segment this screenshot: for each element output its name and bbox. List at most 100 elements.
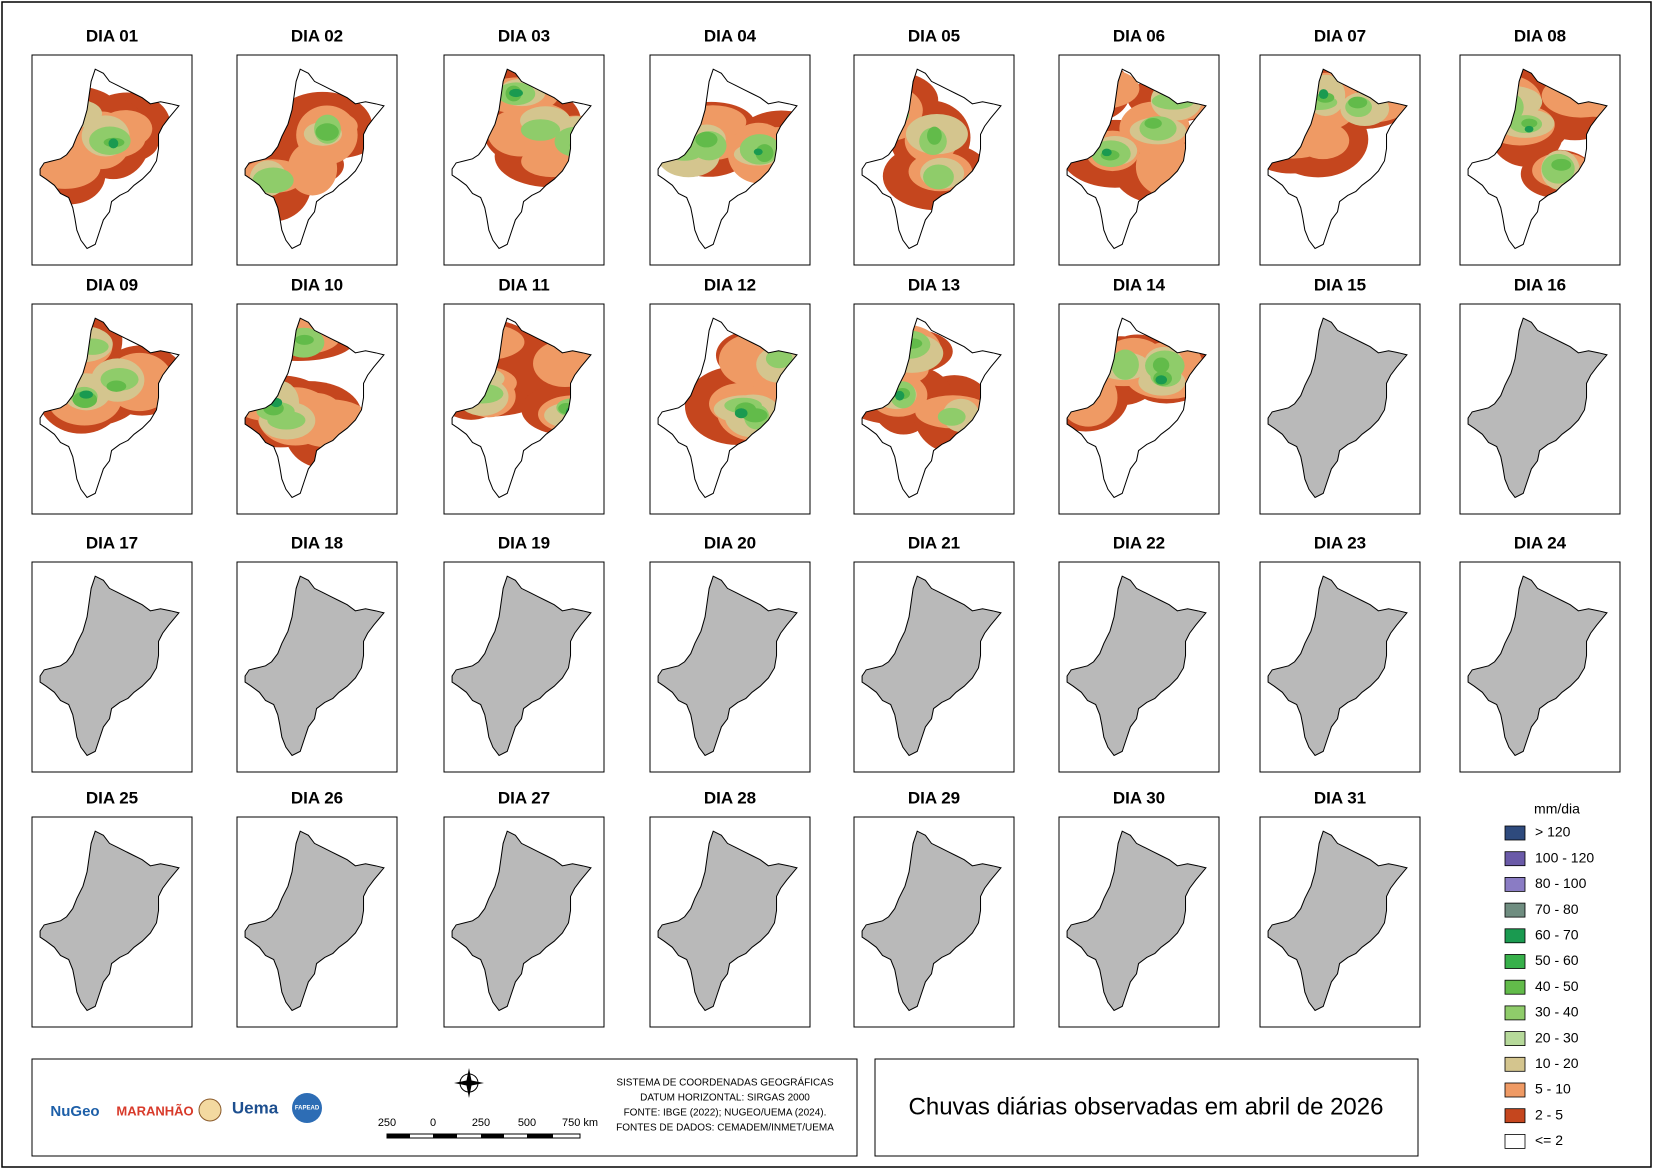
panel-title: DIA 09 [86, 275, 138, 294]
legend-swatch [1504, 1031, 1526, 1046]
state-area [1467, 575, 1608, 757]
logo-maranhao: MARANHÃO [116, 1103, 193, 1118]
state-outline [657, 317, 798, 499]
panel-title: DIA 05 [908, 26, 960, 45]
legend-label: <= 2 [1535, 1132, 1563, 1148]
panel-title: DIA 01 [86, 26, 138, 45]
state-outline [1066, 68, 1207, 250]
legend-label: 40 - 50 [1535, 978, 1579, 994]
rain-zone [1152, 357, 1170, 373]
panel-title: DIA 20 [704, 533, 756, 552]
legend-swatch [1504, 851, 1526, 867]
legend-swatch [1504, 954, 1526, 969]
state-map [39, 830, 180, 1012]
panel-title: DIA 24 [1514, 533, 1567, 552]
state-map [244, 830, 385, 1012]
rain-zone [1551, 158, 1572, 171]
panel-title: DIA 10 [291, 275, 343, 294]
north-arrow [454, 1068, 484, 1098]
legend-label: 70 - 80 [1535, 901, 1579, 917]
rain-zone [1101, 148, 1112, 157]
rain-zone [1144, 118, 1162, 129]
panel-title: DIA 22 [1113, 533, 1165, 552]
panel-title: DIA 25 [86, 788, 138, 807]
panel-title: DIA 27 [498, 788, 550, 807]
state-map [1267, 575, 1408, 757]
legend-title: mm/dia [1534, 801, 1580, 817]
state-map [861, 830, 1002, 1012]
state-map [451, 575, 592, 757]
state-area [451, 575, 592, 757]
state-area [657, 575, 798, 757]
panel-title: DIA 18 [291, 533, 343, 552]
state-area [861, 830, 1002, 1012]
state-area [39, 575, 180, 757]
state-outline [244, 68, 385, 250]
state-outline [657, 68, 798, 250]
rain-zone [106, 380, 127, 392]
logo-fapead-mark [292, 1093, 322, 1123]
panel-title: DIA 21 [908, 533, 960, 552]
rain-zone [1318, 89, 1329, 100]
state-outline [1267, 68, 1408, 250]
panel-title: DIA 06 [1113, 26, 1165, 45]
legend-swatch [1504, 1005, 1526, 1021]
logo-seal [198, 1098, 222, 1122]
state-area [1267, 575, 1408, 757]
state-map [1267, 317, 1408, 499]
legend-label: 50 - 60 [1535, 952, 1579, 968]
panel-title: DIA 16 [1514, 275, 1566, 294]
panel-title: DIA 23 [1314, 533, 1366, 552]
panel-title: DIA 03 [498, 26, 550, 45]
rain-zone [520, 119, 561, 141]
state-outline [451, 68, 592, 250]
rain-zone [755, 144, 774, 163]
state-area [1267, 317, 1408, 499]
state-area [1066, 830, 1207, 1012]
rain-zone [295, 334, 314, 345]
legend-swatch [1504, 1056, 1526, 1072]
rain-zone [742, 408, 768, 423]
sheet-title: Chuvas diárias observadas em abril de 20… [909, 1093, 1384, 1120]
legend-swatch [1504, 902, 1526, 918]
credit-line: DATUM HORIZONTAL: SIRGAS 2000 [640, 1093, 810, 1104]
credits-box [31, 1058, 858, 1157]
state-outline [861, 68, 1002, 250]
state-area [451, 830, 592, 1012]
legend-label: 60 - 70 [1535, 927, 1579, 943]
panel-title: DIA 02 [291, 26, 343, 45]
panel-title: DIA 12 [704, 275, 756, 294]
legend-swatch [1504, 1082, 1526, 1098]
legend-label: 80 - 100 [1535, 875, 1587, 891]
logo-fapead: FAPEAD [295, 1106, 320, 1112]
panel-title: DIA 31 [1314, 788, 1366, 807]
legend-label: 10 - 20 [1535, 1055, 1579, 1071]
rain-zone [108, 138, 119, 149]
panel-title: DIA 14 [1113, 275, 1166, 294]
panel-title: DIA 17 [86, 533, 138, 552]
state-outline [39, 68, 180, 250]
panel-title: DIA 08 [1514, 26, 1566, 45]
state-map [657, 830, 798, 1012]
legend-swatch [1504, 1108, 1526, 1124]
rain-zone [734, 408, 748, 419]
rain-zone [765, 348, 793, 369]
panel-title: DIA 19 [498, 533, 550, 552]
legend-label: 20 - 30 [1535, 1029, 1579, 1045]
state-map [244, 575, 385, 757]
scale-bar [386, 1133, 581, 1139]
legend-swatch [1504, 877, 1526, 892]
state-outline [451, 317, 592, 499]
rain-zone [315, 123, 339, 141]
rain-zone [1348, 96, 1368, 109]
rain-zone [267, 410, 306, 430]
legend-swatch [1504, 979, 1526, 995]
rain-zone [1155, 375, 1168, 385]
state-map [861, 575, 1002, 757]
rain-zone [509, 88, 523, 98]
panel-title: DIA 29 [908, 788, 960, 807]
state-area [244, 575, 385, 757]
state-outline [39, 317, 180, 499]
state-map [1467, 575, 1608, 757]
rain-zone [895, 390, 905, 401]
